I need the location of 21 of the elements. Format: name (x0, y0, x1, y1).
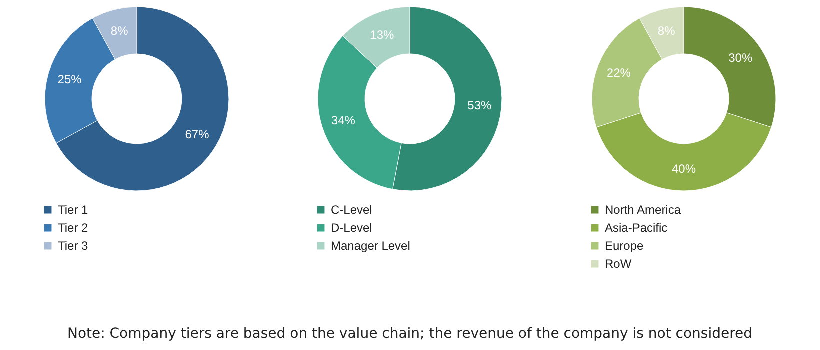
legend-label: RoW (604, 257, 632, 271)
data-label: 34% (331, 114, 356, 128)
data-label: 30% (728, 50, 752, 65)
data-label: 40% (671, 162, 696, 176)
legend-label: Tier 1 (58, 203, 88, 217)
legend-label: Europe (604, 239, 644, 253)
legend-label: Asia-Pacific (604, 221, 668, 235)
legend-label: Tier 3 (58, 239, 88, 253)
legend-label: Tier 2 (58, 221, 88, 235)
data-label: 8% (110, 24, 128, 38)
legend-label: C-Level (331, 203, 372, 217)
text: Note: Company tiers are based on the value chain; the revenue of the company is not considered (66, 326, 754, 342)
data-label: 53% (468, 98, 492, 113)
data-label: 67% (184, 128, 210, 142)
legend-label: D-Level (331, 221, 372, 235)
data-label: 25% (57, 72, 82, 86)
data-label: 22% (606, 66, 631, 80)
data-label: 13% (370, 28, 395, 42)
data-label: 8% (657, 24, 676, 38)
legend-label: Manager Level (331, 239, 410, 253)
legend-label: North America (604, 203, 681, 217)
